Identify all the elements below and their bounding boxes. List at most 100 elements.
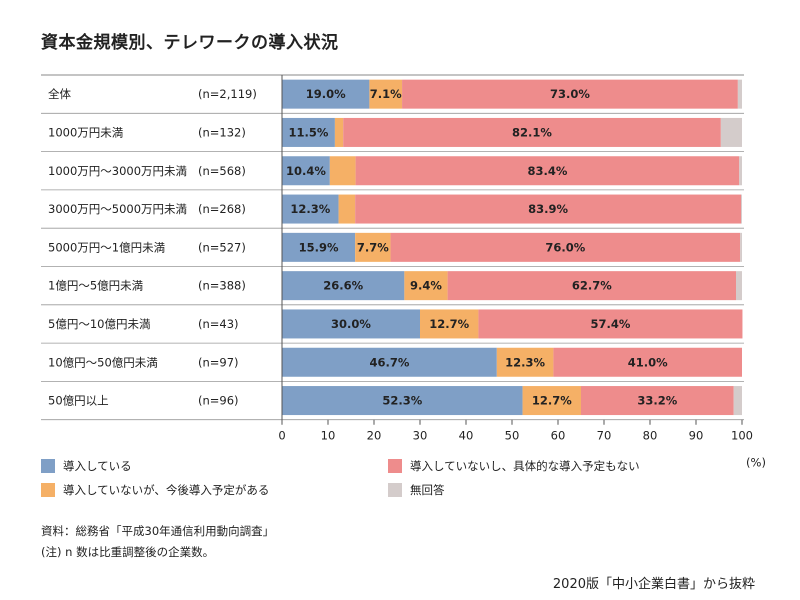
data-label: 83.4% — [527, 164, 567, 178]
data-label: 12.7% — [429, 317, 469, 331]
data-label: 7.7% — [357, 240, 389, 254]
data-label: 12.7% — [532, 394, 572, 408]
bar-segment — [404, 271, 448, 301]
legend-swatch-not-planned — [388, 459, 402, 473]
data-label: 12.3% — [290, 202, 330, 216]
data-label: 26.6% — [323, 279, 363, 293]
legend-item-adopted: 導入している — [41, 458, 132, 474]
n-label: (n=132) — [198, 125, 246, 139]
legend-label-no-answer: 無回答 — [410, 483, 445, 497]
n-label: (n=2,119) — [198, 87, 257, 101]
bar-segment — [282, 347, 497, 377]
n-label: (n=97) — [198, 355, 239, 369]
bar-segment — [282, 386, 523, 416]
x-tick-label: 80 — [643, 429, 658, 443]
source-notes: 資料：総務省「平成30年通信利用動向調査」 (注) n 数は比重調整後の企業数。 — [41, 521, 274, 563]
category-label: 1000万円未満 — [48, 125, 123, 139]
legend-label-not-planned: 導入していないし、具体的な導入予定もない — [410, 459, 640, 473]
bar-segment — [736, 271, 742, 301]
bar-segment — [282, 117, 335, 147]
legend-swatch-planned — [41, 483, 55, 497]
legend-item-not-planned: 導入していないし、具体的な導入予定もない — [388, 458, 640, 474]
bar-segment — [282, 156, 330, 186]
n-label: (n=268) — [198, 202, 246, 216]
x-tick-label: 40 — [459, 429, 474, 443]
bar-segment — [282, 271, 405, 301]
n-label: (n=96) — [198, 394, 239, 408]
bar-segment — [522, 386, 581, 416]
bar-segment — [740, 232, 742, 262]
data-label: 57.4% — [590, 317, 630, 331]
data-label: 52.3% — [382, 394, 422, 408]
bar-segment — [553, 347, 742, 377]
data-label: 9.4% — [410, 279, 442, 293]
data-label: 46.7% — [369, 355, 409, 369]
data-label: 82.1% — [512, 125, 552, 139]
data-label: 12.3% — [505, 355, 545, 369]
n-label: (n=527) — [198, 240, 246, 254]
bar-segment — [355, 194, 742, 224]
bar-segment — [737, 79, 742, 109]
x-tick-label: 0 — [278, 429, 285, 443]
category-label: 3000万円〜5000万円未満 — [48, 202, 187, 216]
category-label: 全体 — [48, 87, 71, 101]
data-label: 15.9% — [299, 240, 339, 254]
bar-segment — [581, 386, 734, 416]
data-label: 76.0% — [545, 240, 585, 254]
bar-segment — [733, 386, 742, 416]
bar-segment — [282, 232, 356, 262]
legend-swatch-adopted — [41, 459, 55, 473]
bar-segment — [390, 232, 741, 262]
x-tick-label: 70 — [597, 429, 612, 443]
bar-segment — [739, 156, 742, 186]
legend-label-planned: 導入していないが、今後導入予定がある — [63, 483, 270, 497]
legend-item-no-answer: 無回答 — [388, 482, 445, 498]
bar-segment — [496, 347, 554, 377]
data-label: 30.0% — [331, 317, 371, 331]
credit-text: 2020版「中小企業白書」から抜粋 — [552, 577, 755, 592]
category-label: 1000万円〜3000万円未満 — [48, 164, 187, 178]
data-label: 83.9% — [528, 202, 568, 216]
bar-segment — [720, 117, 742, 147]
bar-segment — [355, 156, 740, 186]
data-label: 33.2% — [637, 394, 677, 408]
bar-segment — [478, 309, 743, 339]
bar-segment — [329, 156, 356, 186]
bar-segment — [402, 79, 738, 109]
category-label: 50億円以上 — [48, 394, 109, 408]
bar-segment — [282, 194, 339, 224]
x-tick-label: 20 — [367, 429, 382, 443]
data-label: 19.0% — [306, 87, 346, 101]
x-tick-label: 90 — [689, 429, 704, 443]
legend-swatch-no-answer — [388, 483, 402, 497]
category-label: 10億円〜50億円未満 — [48, 355, 158, 369]
x-tick-label: 30 — [413, 429, 428, 443]
legend-label-adopted: 導入している — [63, 459, 132, 473]
bar-segment — [741, 194, 742, 224]
bar-segment — [447, 271, 737, 301]
bar-segment — [355, 232, 391, 262]
category-label: 5000万円〜1億円未満 — [48, 240, 165, 254]
data-label: 10.4% — [286, 164, 326, 178]
x-tick-label: 60 — [551, 429, 566, 443]
x-tick-label: 10 — [321, 429, 336, 443]
data-label: 73.0% — [550, 87, 590, 101]
bar-segment — [420, 309, 479, 339]
x-tick-label: 100 — [731, 429, 753, 443]
sample-note: (注) n 数は比重調整後の企業数。 — [41, 545, 215, 559]
x-unit-label: (%) — [746, 456, 766, 470]
data-label: 7.1% — [370, 87, 402, 101]
n-label: (n=388) — [198, 279, 246, 293]
stacked-bar-chart: 全体 (n=2,119) 19.0% 7.1% 73.0% 1000万円未満 (n=132)… — [41, 74, 766, 470]
bar-segment — [343, 117, 721, 147]
bar-segment — [334, 117, 344, 147]
source-note: 資料：総務省「平成30年通信利用動向調査」 — [41, 524, 275, 538]
data-label: 11.5% — [288, 125, 328, 139]
n-label: (n=43) — [198, 317, 239, 331]
bar-segment — [338, 194, 356, 224]
legend-item-planned: 導入していないが、今後導入予定がある — [41, 482, 269, 498]
n-label: (n=568) — [198, 164, 246, 178]
bar-segment — [369, 79, 403, 109]
data-label: 41.0% — [628, 355, 668, 369]
data-label: 62.7% — [572, 279, 612, 293]
